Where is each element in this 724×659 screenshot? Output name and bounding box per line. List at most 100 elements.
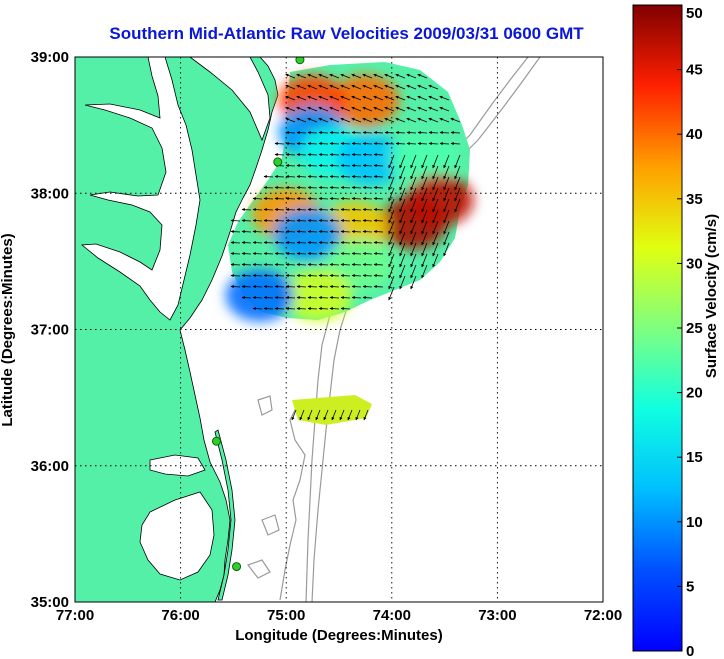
velocity-vector — [307, 73, 318, 79]
velocity-vector — [373, 117, 384, 123]
velocity-vector — [329, 95, 340, 101]
velocity-vector — [454, 176, 461, 191]
velocity-vector — [285, 153, 296, 157]
velocity-vector — [307, 230, 318, 234]
velocity-vector — [285, 296, 296, 300]
velocity-vector — [417, 131, 428, 135]
velocity-vector — [318, 285, 329, 289]
colorbar-tick-label: 20 — [686, 385, 703, 402]
velocity-vector — [388, 154, 395, 169]
velocity-vector — [285, 263, 296, 267]
velocity-vector — [421, 220, 428, 235]
velocity-vector — [340, 175, 351, 179]
velocity-vector — [362, 197, 373, 201]
velocity-vector — [329, 197, 340, 201]
velocity-vector — [318, 153, 329, 157]
velocity-vector — [307, 186, 318, 190]
radar-station-marker — [232, 562, 242, 572]
velocity-vector — [263, 219, 274, 223]
velocity-vector — [285, 117, 296, 123]
velocity-vector — [307, 409, 313, 421]
velocity-vector — [362, 296, 373, 300]
velocity-vector — [340, 164, 351, 168]
velocity-vector — [399, 165, 406, 180]
velocity-vector — [428, 117, 439, 123]
velocity-vector — [307, 153, 318, 157]
velocity-vector — [421, 242, 428, 257]
velocity-vector — [329, 296, 340, 300]
colorbar-label: Surface Velocity (cm/s) — [703, 214, 720, 378]
velocity-vector — [362, 84, 373, 90]
colorbar — [632, 4, 683, 652]
velocity-vector — [454, 198, 461, 213]
velocity-vector — [263, 263, 274, 267]
y-tick-label: 36:00 — [31, 458, 69, 475]
velocity-vector — [406, 73, 417, 79]
velocity-vector — [373, 208, 384, 212]
velocity-vector — [329, 84, 340, 90]
velocity-vector — [362, 219, 373, 223]
velocity-vector — [384, 95, 395, 101]
velocity-vector — [296, 285, 307, 289]
velocity-vector — [340, 274, 351, 278]
velocity-vector — [351, 274, 362, 278]
velocity-vector — [285, 307, 296, 311]
velocity-vector — [384, 106, 395, 112]
velocity-vector — [252, 208, 263, 212]
velocity-vector — [285, 186, 296, 190]
x-tick-label: 75:00 — [267, 607, 305, 624]
velocity-vector — [296, 219, 307, 223]
velocity-vector — [362, 208, 373, 212]
velocity-vector — [285, 241, 296, 245]
velocity-vector — [421, 253, 428, 268]
velocity-vector — [318, 252, 329, 256]
velocity-vector — [307, 164, 318, 168]
velocity-vector — [340, 106, 351, 112]
velocity-vector — [399, 154, 406, 169]
velocity-vector — [450, 117, 461, 123]
velocity-vector — [439, 131, 450, 135]
velocity-vector — [362, 117, 373, 123]
velocity-vector — [351, 153, 362, 157]
velocity-vector — [329, 164, 340, 168]
velocity-vector — [421, 231, 428, 246]
x-tick-label: 73:00 — [478, 607, 516, 624]
velocity-vector — [274, 175, 285, 179]
velocity-vector — [329, 175, 340, 179]
velocity-vector — [296, 153, 307, 157]
velocity-vector — [340, 208, 351, 212]
velocity-vector — [373, 106, 384, 112]
velocity-vector — [340, 285, 351, 289]
velocity-vector — [362, 73, 373, 79]
velocity-vector — [373, 263, 384, 267]
velocity-vector — [450, 142, 461, 146]
velocity-vector — [307, 175, 318, 179]
velocity-vector — [285, 106, 296, 112]
x-tick-label: 74:00 — [373, 607, 411, 624]
velocity-vector — [443, 209, 450, 224]
velocity-vector — [432, 220, 439, 235]
velocity-vector — [285, 219, 296, 223]
velocity-vector — [351, 117, 362, 123]
velocity-vector — [395, 131, 406, 135]
velocity-vector — [373, 219, 384, 223]
velocity-vector — [432, 231, 439, 246]
velocity-vector — [299, 409, 305, 421]
velocity-vector — [329, 73, 340, 79]
y-axis-label: Latitude (Degrees:Minutes) — [0, 233, 16, 426]
velocity-vector — [285, 142, 296, 146]
velocity-vector — [252, 230, 263, 234]
velocity-vector — [373, 197, 384, 201]
velocity-vector — [329, 131, 340, 135]
velocity-vector — [318, 84, 329, 90]
x-tick-label: 77:00 — [56, 607, 94, 624]
velocity-vector — [439, 142, 450, 146]
velocity-vector — [285, 208, 296, 212]
velocity-vector — [406, 131, 417, 135]
velocity-vector — [399, 264, 406, 279]
velocity-vector — [351, 186, 362, 190]
velocity-vector — [274, 285, 285, 289]
velocity-vector — [443, 220, 450, 235]
velocity-vector — [340, 131, 351, 135]
